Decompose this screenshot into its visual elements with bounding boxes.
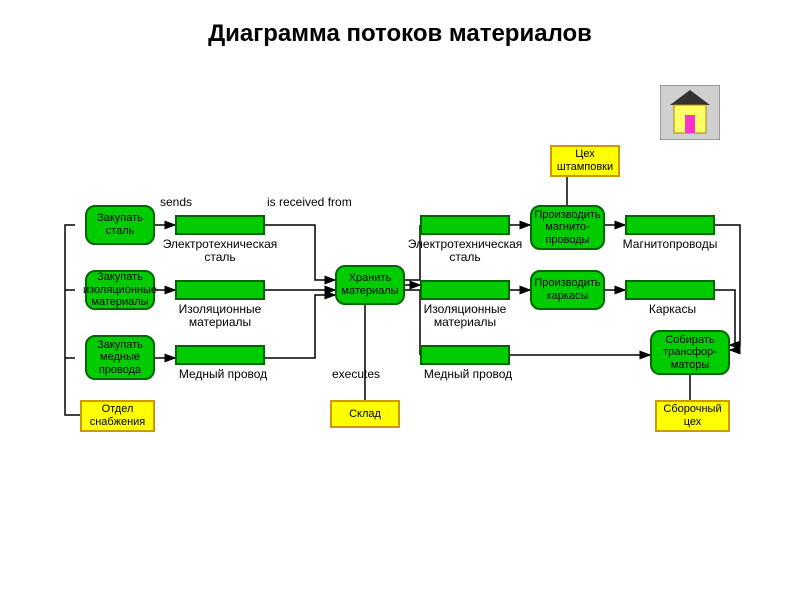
node-buy_insul: Закупать изоляционные материалы [85, 270, 155, 310]
node-buy_steel: Закупать сталь [85, 205, 155, 245]
node-assemble: Собирать трансфор-маторы [650, 330, 730, 375]
node-dept_supply: Отдел снабжения [80, 400, 155, 432]
node-mat_steel_r [420, 215, 510, 235]
edge-label-2: executes [332, 368, 380, 381]
node-prod_frame: Производить каркасы [530, 270, 605, 310]
node-buy_copper: Закупать медные провода [85, 335, 155, 380]
node-mat_insul_r [420, 280, 510, 300]
node-out_frame [625, 280, 715, 300]
label-out_mag: Магнитопроводы [615, 238, 725, 251]
page-title: Диаграмма потоков материалов [0, 20, 800, 48]
node-out_mag [625, 215, 715, 235]
edge-5 [265, 295, 335, 358]
node-mat_steel_l [175, 215, 265, 235]
edge-18 [65, 225, 80, 415]
node-warehouse: Склад [330, 400, 400, 428]
edge-label-0: sends [160, 196, 192, 209]
label-out_frame: Каркасы [635, 303, 710, 316]
label-mat_copper_r: Медный провод [423, 368, 513, 381]
edge-label-1: is received from [267, 196, 352, 209]
node-store: Хранить материалы [335, 265, 405, 305]
label-mat_steel_r: Электротехническая сталь [405, 238, 525, 264]
label-mat_insul_l: Изоляционные материалы [165, 303, 275, 329]
label-mat_copper_l: Медный провод [178, 368, 268, 381]
node-asm_shop: Сборочный цех [655, 400, 730, 432]
label-mat_insul_r: Изоляционные материалы [410, 303, 520, 329]
node-stamp_shop: Цех штамповки [550, 145, 620, 177]
label-mat_steel_l: Электротехническая сталь [160, 238, 280, 264]
node-mat_copper_l [175, 345, 265, 365]
node-prod_mag: Производить магнито-проводы [530, 205, 605, 250]
house-icon [660, 85, 720, 145]
node-mat_copper_r [420, 345, 510, 365]
node-mat_insul_l [175, 280, 265, 300]
